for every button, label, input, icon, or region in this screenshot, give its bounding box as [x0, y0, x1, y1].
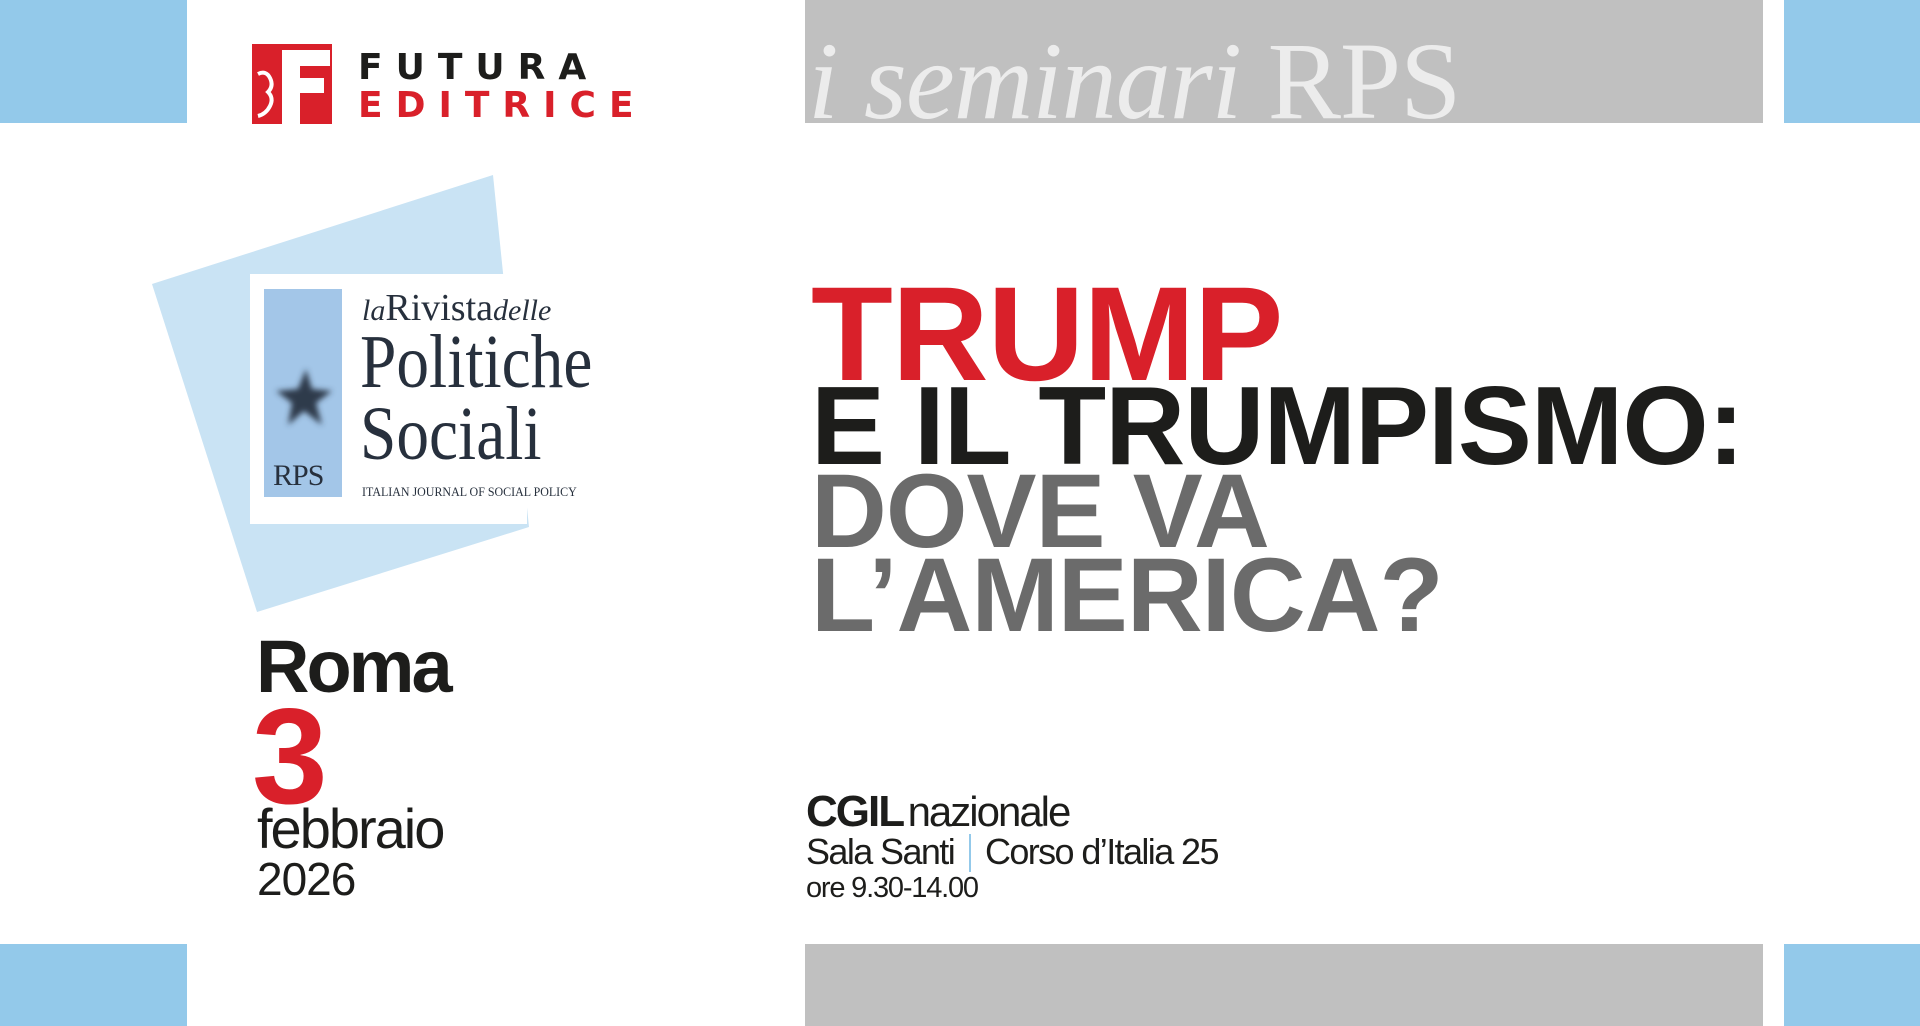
journal-word: Rivista: [385, 287, 494, 329]
journal-subtitle: ITALIAN JOURNAL OF SOCIAL POLICY: [362, 484, 577, 499]
publisher-name-line1: FUTURA: [358, 47, 600, 88]
corner-block-bottom-right: [1784, 944, 1920, 1026]
journal-title-line3: Sociali: [360, 392, 542, 476]
venue-room: Sala Santi: [806, 831, 956, 872]
series-title: i seminari RPS: [808, 0, 1763, 123]
corner-block-top-right: [1784, 0, 1920, 123]
event-year: 2026: [257, 853, 356, 905]
venue-street: Corso d’Italia 25: [984, 831, 1220, 872]
event-hours: ore 9.30-14.00: [806, 872, 979, 904]
journal-stripe: RPS: [264, 289, 342, 497]
event-day: 3: [252, 680, 328, 832]
journal-abbr: RPS: [273, 459, 324, 492]
series-title-roman: RPS: [1267, 20, 1462, 123]
publisher-name-line2: EDITRICE: [358, 85, 647, 126]
corner-block-bottom-left: [0, 944, 187, 1026]
top-gray-bar: [805, 0, 1763, 123]
venue-org: CGIL nazionale: [806, 787, 1072, 836]
publisher-logo: FUTURA EDITRICE: [252, 44, 634, 124]
separator: [968, 834, 971, 872]
journal-prefix: la: [362, 294, 386, 327]
headline-line3: DOVE VA: [811, 453, 1270, 570]
venue-org-name: CGIL: [806, 787, 905, 836]
headline-line2: E IL TRUMPISMO:: [811, 364, 1745, 488]
bottom-gray-bar: [805, 944, 1763, 1026]
venue-address: Sala Santi Corso d’Italia 25: [806, 831, 1220, 872]
series-title-italic: i seminari: [808, 20, 1242, 123]
journal-title-line1: laRivistadelle: [362, 286, 551, 330]
headline-line4: L’AMERICA?: [811, 537, 1444, 654]
journal-logo: RPS laRivistadelle Politiche Sociali ITA…: [250, 274, 592, 524]
publisher-f-icon: [252, 44, 332, 124]
journal-title-line2: Politiche: [360, 320, 593, 404]
venue-org-suffix: nazionale: [907, 788, 1072, 835]
event-month: febbraio: [257, 797, 445, 860]
event-city: Roma: [256, 625, 453, 708]
corner-block-top-left: [0, 0, 187, 123]
star-icon: [276, 369, 332, 425]
journal-suffix: delle: [493, 294, 552, 327]
headline-line1: TRUMP: [811, 260, 1283, 409]
